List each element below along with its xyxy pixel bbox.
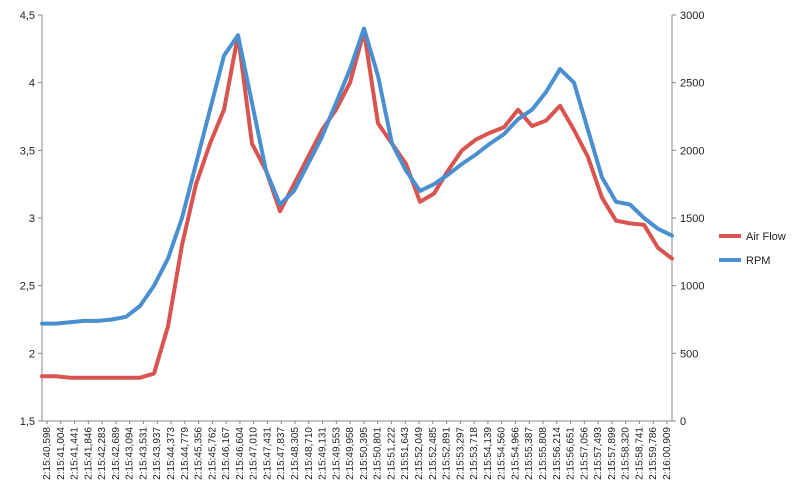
x-tick-label: 2:15:45,356: [194, 427, 205, 480]
x-tick-label: 2:15:57,493: [593, 427, 604, 480]
x-tick-label: 2:15:57,899: [607, 427, 618, 480]
x-tick-label: 2:15:44,779: [180, 427, 191, 480]
left-axis-ticks: 1,5 2 2,5 3 3,5 4 4,5: [20, 10, 42, 428]
x-tick-label: 2:15:51,222: [386, 427, 397, 480]
x-tick-label: 2:15:47,431: [262, 427, 273, 480]
x-tick-label: 2:15:50,801: [373, 427, 384, 480]
x-tick-label: 2:15:42,689: [111, 427, 122, 480]
x-tick-label: 2:15:46,167: [221, 427, 232, 480]
right-tick-label: 2000: [680, 145, 704, 157]
x-tick-label: 2:15:47,010: [249, 427, 260, 480]
legend: Air Flow RPM: [719, 231, 786, 267]
x-tick-label: 2:15:59,786: [648, 427, 659, 480]
x-tick-label: 2:16:00,909: [662, 427, 673, 480]
legend-label: RPM: [746, 255, 770, 267]
legend-label: Air Flow: [746, 231, 786, 243]
x-tick-label: 2:15:58,741: [634, 427, 645, 480]
series-line-rpm: [40, 26, 674, 326]
series-layer: [40, 26, 674, 380]
x-tick-label: 2:15:56,214: [552, 427, 563, 480]
x-tick-label: 2:15:44,373: [166, 427, 177, 480]
x-tick-label: 2:15:57,056: [579, 427, 590, 480]
x-tick-label: 2:15:51,643: [400, 427, 411, 480]
x-axis-ticks: 2:15:40,598 2:15:41,004 2:15:41,441 2:15:41…: [42, 421, 673, 480]
x-tick-label: 2:15:45,762: [207, 427, 218, 480]
right-tick-label: 1500: [680, 213, 704, 225]
x-tick-label: 2:15:43,937: [152, 427, 163, 480]
x-tick-label: 2:15:52,485: [428, 427, 439, 480]
left-tick-label: 3,5: [20, 145, 35, 157]
right-tick-label: 3000: [680, 10, 704, 22]
left-tick-label: 1,5: [20, 416, 35, 428]
right-tick-label: 0: [680, 416, 686, 428]
left-tick-label: 4: [29, 78, 35, 90]
x-tick-label: 2:15:53,718: [469, 427, 480, 480]
x-tick-label: 2:15:41,441: [70, 427, 81, 480]
right-axis-ticks: 0 500 1000 1500 2000 2500 3000: [672, 10, 704, 428]
x-tick-label: 2:15:54,139: [483, 427, 494, 480]
x-tick-label: 2:15:42,283: [97, 427, 108, 480]
left-tick-label: 2,5: [20, 281, 35, 293]
right-tick-label: 500: [680, 348, 698, 360]
x-tick-label: 2:15:53,297: [455, 427, 466, 480]
chart-axes: [41, 15, 673, 422]
x-tick-label: 2:15:55,808: [538, 427, 549, 480]
x-tick-label: 2:15:52,891: [442, 427, 453, 480]
right-tick-label: 1000: [680, 281, 704, 293]
x-tick-label: 2:15:43,531: [138, 427, 149, 480]
x-tick-label: 2:15:49,958: [345, 427, 356, 480]
x-tick-label: 2:15:48,710: [304, 427, 315, 480]
x-tick-label: 2:15:56,651: [566, 427, 577, 480]
x-tick-label: 2:15:48,305: [290, 427, 301, 480]
x-tick-label: 2:15:47,837: [276, 427, 287, 480]
x-tick-label: 2:15:55,387: [524, 427, 535, 480]
x-tick-label: 2:15:52,049: [414, 427, 425, 480]
x-tick-label: 2:15:49,131: [318, 427, 329, 480]
x-tick-label: 2:15:41,004: [56, 427, 67, 480]
x-tick-label: 2:15:43,094: [125, 427, 136, 480]
x-tick-label: 2:15:46,604: [235, 427, 246, 480]
left-tick-label: 4,5: [20, 10, 35, 22]
x-tick-label: 2:15:58,320: [621, 427, 632, 480]
left-tick-label: 2: [29, 348, 35, 360]
x-tick-label: 2:15:54,966: [510, 427, 521, 480]
x-tick-label: 2:15:40,598: [42, 427, 53, 480]
x-tick-label: 2:15:41,846: [83, 427, 94, 480]
x-tick-label: 2:15:49,553: [331, 427, 342, 480]
series-line-air-flow: [40, 29, 674, 380]
right-tick-label: 2500: [680, 78, 704, 90]
x-tick-label: 2:15:50,395: [359, 427, 370, 480]
left-tick-label: 3: [29, 213, 35, 225]
x-tick-label: 2:15:54,560: [497, 427, 508, 480]
